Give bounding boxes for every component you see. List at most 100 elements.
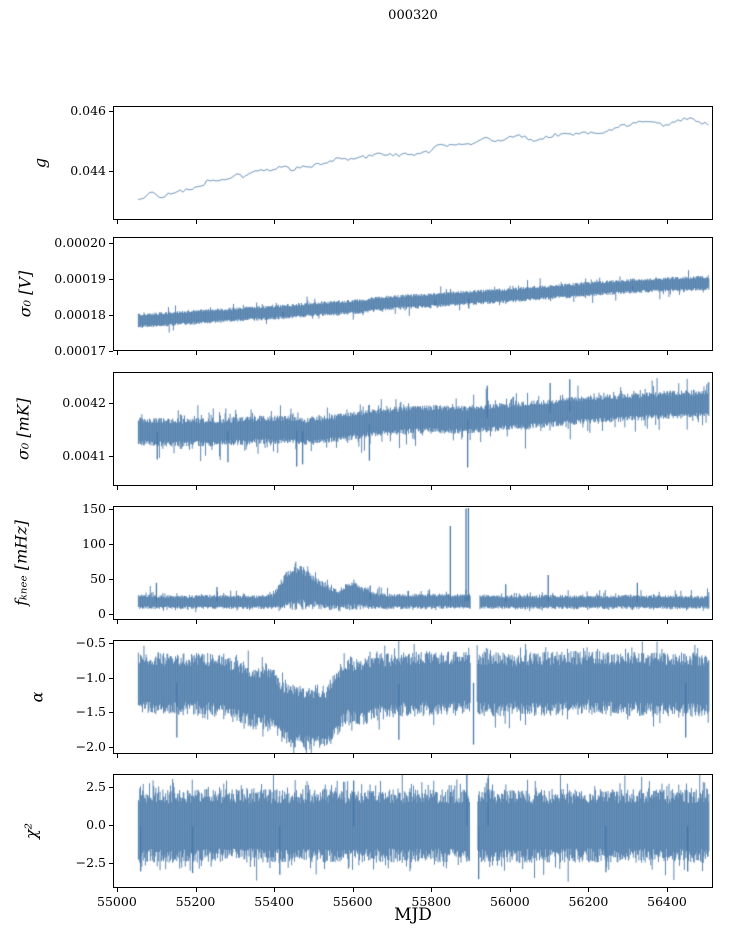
y-tick-mark — [109, 643, 113, 644]
panel-canvas-alpha — [114, 641, 712, 753]
x-tick-mark — [353, 754, 354, 758]
y-axis-label-alpha: α — [27, 691, 47, 703]
x-tick-label: 55000 — [97, 894, 137, 909]
x-tick-label: 56000 — [489, 894, 530, 909]
x-tick-mark — [274, 754, 275, 758]
x-tick-mark — [667, 486, 668, 490]
panel-canvas-chi2 — [114, 775, 712, 887]
y-axis-label-sigma0-mk: σ₀ [mK] — [13, 397, 33, 461]
y-tick-label: 0.00019 — [54, 270, 106, 286]
x-tick-mark — [196, 351, 197, 355]
x-tick-mark — [667, 754, 668, 758]
x-tick-mark — [274, 220, 275, 224]
y-tick-mark — [109, 509, 113, 510]
y-tick-mark — [109, 403, 113, 404]
y-tick-label: 0.00017 — [54, 343, 106, 359]
x-tick-mark — [431, 888, 432, 892]
x-tick-label: 55200 — [175, 894, 216, 909]
plot-area-sigma0_mK — [113, 372, 713, 486]
y-tick-mark — [109, 544, 113, 545]
y-tick-label: 0.00018 — [54, 307, 106, 323]
y-tick-mark — [109, 351, 113, 352]
x-axis-label: MJD — [394, 905, 432, 925]
y-tick-mark — [109, 111, 113, 112]
x-tick-mark — [353, 888, 354, 892]
x-tick-mark — [510, 351, 511, 355]
y-tick-mark — [109, 863, 113, 864]
x-tick-mark — [588, 351, 589, 355]
x-tick-mark — [274, 620, 275, 624]
y-tick-mark — [109, 712, 113, 713]
x-tick-mark — [667, 220, 668, 224]
x-tick-mark — [196, 486, 197, 490]
x-tick-mark — [117, 220, 118, 224]
x-tick-mark — [667, 351, 668, 355]
y-tick-mark — [109, 456, 113, 457]
y-tick-mark — [109, 747, 113, 748]
y-tick-label: −2.0 — [75, 738, 106, 754]
y-tick-label: 150 — [82, 501, 106, 516]
x-tick-label: 55600 — [332, 894, 373, 909]
x-tick-label: 55400 — [254, 894, 294, 909]
x-tick-mark — [510, 754, 511, 758]
y-tick-label: 0.0042 — [62, 395, 106, 411]
x-tick-mark — [510, 486, 511, 490]
plot-area-f_knee — [113, 506, 713, 620]
y-tick-mark — [109, 279, 113, 280]
x-tick-mark — [353, 620, 354, 624]
y-tick-label: 0 — [98, 605, 106, 621]
y-tick-label: 0.046 — [70, 103, 106, 118]
y-tick-mark — [109, 579, 113, 580]
y-tick-mark — [109, 678, 113, 679]
x-tick-mark — [117, 888, 118, 892]
y-axis-label-fknee: fₖₙₑₑ [mHz] — [11, 520, 31, 606]
x-tick-mark — [510, 888, 511, 892]
plot-area-gain — [113, 106, 713, 220]
y-tick-label: −0.5 — [75, 634, 106, 650]
x-tick-mark — [588, 754, 589, 758]
panel-canvas-sigma0_V — [114, 238, 712, 350]
plot-area-sigma0_V — [113, 237, 713, 351]
y-tick-label: 50 — [90, 570, 106, 586]
y-tick-mark — [109, 825, 113, 826]
x-tick-mark — [117, 351, 118, 355]
x-tick-mark — [117, 486, 118, 490]
x-tick-mark — [667, 620, 668, 624]
plot-area-alpha — [113, 640, 713, 754]
y-tick-label: 100 — [82, 536, 106, 551]
y-tick-label: 2.5 — [86, 778, 106, 794]
x-tick-mark — [431, 351, 432, 355]
panel-canvas-sigma0_mK — [114, 373, 712, 485]
x-tick-mark — [274, 888, 275, 892]
plot-area-chi2 — [113, 774, 713, 888]
y-tick-mark — [109, 614, 113, 615]
x-tick-label: 56400 — [647, 894, 687, 909]
y-tick-label: −2.5 — [75, 854, 106, 870]
x-tick-mark — [353, 220, 354, 224]
y-axis-label-sigma0-v: σ₀ [V] — [15, 270, 35, 318]
y-tick-label: −1.0 — [75, 669, 106, 685]
x-tick-mark — [117, 754, 118, 758]
x-tick-mark — [196, 220, 197, 224]
chart-title: 000320 — [388, 8, 438, 23]
x-tick-mark — [274, 486, 275, 490]
x-tick-mark — [431, 754, 432, 758]
y-tick-mark — [109, 787, 113, 788]
x-tick-mark — [588, 888, 589, 892]
y-tick-label: 0.0 — [86, 816, 106, 832]
x-tick-mark — [667, 888, 668, 892]
x-tick-mark — [353, 351, 354, 355]
y-tick-label: 0.00020 — [54, 234, 106, 250]
y-tick-mark — [109, 171, 113, 172]
x-tick-label: 55800 — [411, 894, 452, 909]
x-tick-mark — [431, 486, 432, 490]
panel-canvas-f_knee — [114, 507, 712, 619]
y-tick-mark — [109, 315, 113, 316]
x-tick-mark — [196, 888, 197, 892]
x-tick-mark — [510, 220, 511, 224]
panel-canvas-gain — [114, 107, 712, 219]
x-tick-label: 56200 — [568, 894, 609, 909]
x-tick-mark — [510, 620, 511, 624]
y-tick-label: 0.044 — [70, 163, 106, 178]
